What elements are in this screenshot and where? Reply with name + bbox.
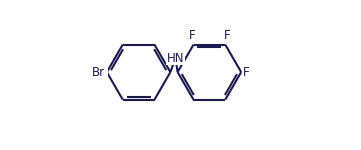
Text: F: F [223,29,230,42]
Text: F: F [189,29,195,42]
Text: F: F [243,66,250,79]
Text: Br: Br [92,66,105,79]
Text: HN: HN [167,52,184,65]
